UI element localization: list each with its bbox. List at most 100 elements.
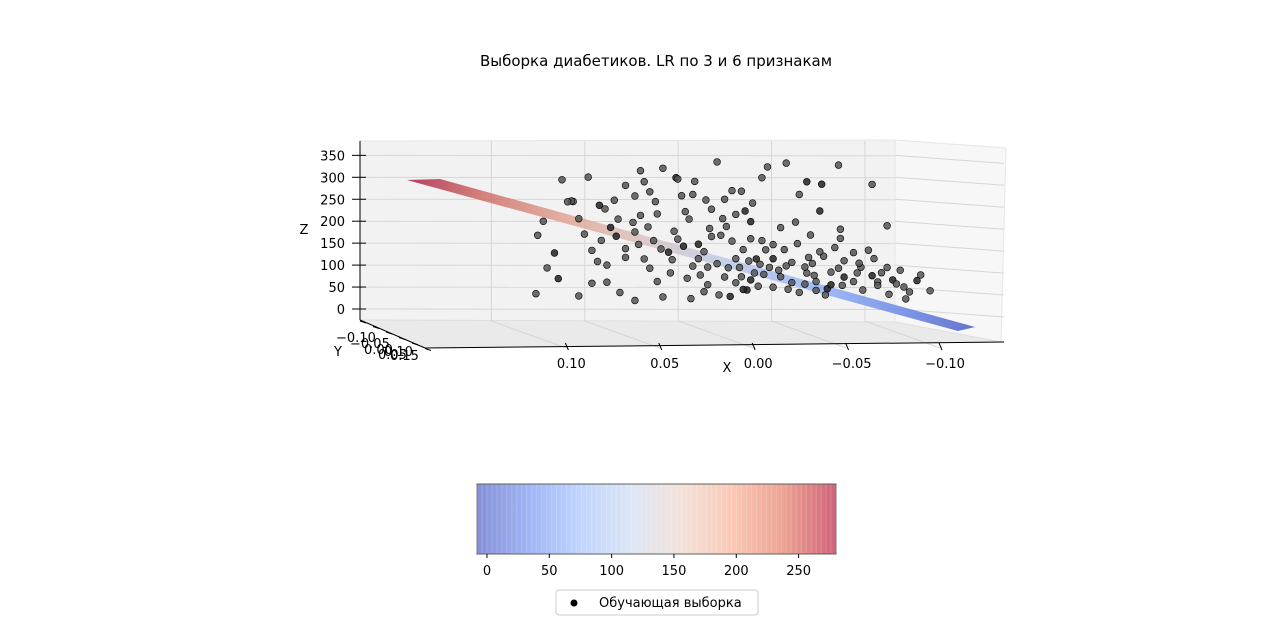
data-point bbox=[713, 260, 721, 268]
data-point bbox=[868, 272, 876, 280]
x-tick-label: 0.00 bbox=[744, 357, 773, 372]
data-point bbox=[902, 295, 910, 303]
surface-plane bbox=[407, 179, 975, 331]
surface-mesh-line bbox=[409, 179, 960, 331]
z-grid-line bbox=[359, 198, 896, 201]
data-point bbox=[827, 281, 835, 289]
data-point bbox=[595, 201, 604, 210]
data-point bbox=[683, 274, 691, 282]
data-point bbox=[769, 255, 777, 263]
data-point bbox=[737, 273, 746, 281]
colorbar-tick-label: 50 bbox=[541, 564, 558, 579]
data-point bbox=[543, 264, 551, 272]
data-point bbox=[741, 207, 749, 215]
data-point bbox=[640, 178, 648, 186]
data-point bbox=[756, 260, 764, 268]
data-point bbox=[707, 205, 716, 213]
y-tick bbox=[385, 331, 393, 335]
data-point bbox=[735, 263, 744, 272]
y-tick bbox=[424, 348, 432, 351]
data-point bbox=[575, 292, 583, 300]
data-point bbox=[774, 266, 783, 274]
colorbar-tick-label: 0 bbox=[483, 564, 491, 579]
data-point bbox=[896, 266, 904, 274]
data-point bbox=[694, 255, 703, 263]
data-point bbox=[687, 294, 695, 303]
y-tick-label: 0.05 bbox=[378, 348, 407, 363]
data-point bbox=[913, 276, 921, 285]
data-point bbox=[765, 263, 774, 272]
y-axis-label: Y bbox=[333, 345, 342, 360]
y-tick-label: 0.15 bbox=[390, 349, 419, 364]
data-point bbox=[810, 271, 818, 280]
data-point bbox=[634, 240, 643, 249]
data-point bbox=[840, 273, 848, 281]
z-grid-line-side bbox=[894, 220, 1005, 230]
data-point bbox=[821, 291, 830, 299]
data-point bbox=[746, 217, 755, 226]
data-point bbox=[603, 278, 611, 286]
z-grid-line-side bbox=[894, 264, 1005, 274]
x-tick bbox=[938, 342, 943, 351]
data-point bbox=[831, 243, 839, 252]
z-grid-line-side bbox=[894, 286, 1005, 296]
data-point bbox=[728, 186, 736, 195]
data-point bbox=[746, 235, 755, 243]
z-tick-label: 250 bbox=[320, 193, 345, 208]
data-point bbox=[659, 164, 667, 173]
data-point bbox=[803, 178, 811, 186]
data-point bbox=[631, 296, 639, 305]
data-point bbox=[584, 173, 592, 181]
data-point bbox=[705, 224, 714, 233]
data-point bbox=[640, 255, 648, 263]
data-point bbox=[804, 253, 813, 262]
data-point bbox=[885, 290, 893, 298]
data-point bbox=[769, 240, 777, 249]
y-tick-label: 0.10 bbox=[384, 345, 413, 360]
data-point bbox=[621, 181, 630, 190]
colorbar-tick-label: 100 bbox=[599, 564, 624, 579]
data-point bbox=[806, 231, 815, 239]
z-tick-label: 350 bbox=[320, 149, 345, 164]
x-tick bbox=[658, 342, 663, 351]
z-grid-line bbox=[359, 176, 896, 179]
data-point bbox=[732, 210, 740, 219]
x-grid-line-floor bbox=[864, 320, 941, 349]
data-point bbox=[816, 248, 824, 256]
data-point bbox=[664, 248, 673, 256]
z-grid-line bbox=[359, 308, 896, 310]
data-point bbox=[702, 196, 710, 204]
data-point bbox=[646, 264, 654, 272]
data-point bbox=[631, 228, 639, 236]
data-point bbox=[784, 285, 792, 293]
data-point bbox=[621, 244, 630, 253]
data-point bbox=[690, 177, 699, 186]
colorbar: 0 50 100 150 200 250 bbox=[476, 483, 837, 579]
data-point bbox=[694, 240, 703, 248]
data-point bbox=[776, 223, 785, 232]
data-point bbox=[621, 253, 630, 262]
data-point bbox=[532, 290, 540, 298]
data-point bbox=[849, 248, 858, 257]
data-point bbox=[612, 232, 620, 240]
x-grid-line-floor bbox=[678, 320, 754, 349]
z-grid-line bbox=[359, 242, 896, 245]
data-point bbox=[580, 230, 589, 238]
data-point bbox=[732, 279, 740, 287]
floor-pane bbox=[359, 319, 1002, 349]
data-point bbox=[720, 195, 729, 204]
data-point bbox=[644, 223, 652, 231]
data-point bbox=[761, 246, 770, 254]
x-tick-label: 0.05 bbox=[650, 357, 679, 372]
data-point bbox=[681, 207, 689, 216]
data-point bbox=[748, 199, 757, 207]
data-point bbox=[636, 167, 645, 175]
data-point bbox=[685, 215, 693, 223]
colorbar-tick-label: 200 bbox=[724, 564, 749, 579]
z-axis: 0 50 100 150 200 250 300 350 bbox=[320, 141, 366, 320]
data-point bbox=[840, 257, 848, 265]
data-point bbox=[795, 288, 803, 297]
data-point bbox=[801, 263, 809, 271]
data-point bbox=[720, 273, 729, 281]
